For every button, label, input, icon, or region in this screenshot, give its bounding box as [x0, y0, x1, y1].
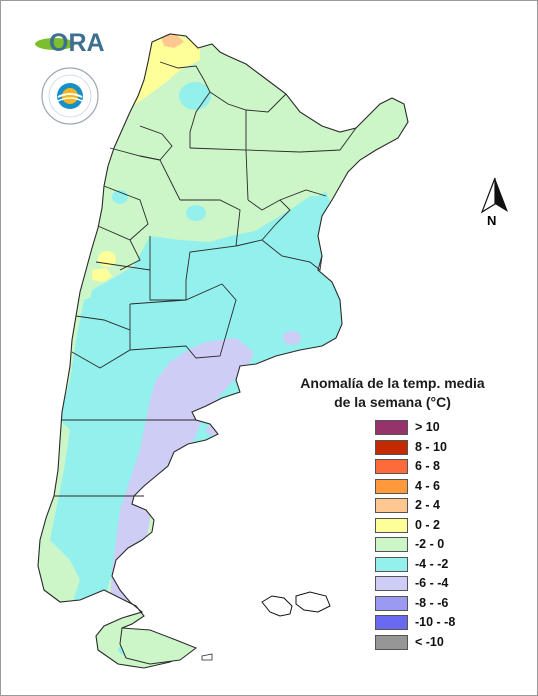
legend-label: -4 - -2 [415, 556, 449, 571]
zone-minus4-minus2-spot-center [186, 205, 206, 221]
border-lapampa [129, 283, 237, 359]
legend-swatch [375, 459, 408, 474]
legend-title-line1: Anomalía de la temp. media [300, 375, 485, 391]
legend-title: Anomalía de la temp. media de la semana … [295, 374, 490, 412]
border-larioja [103, 185, 149, 241]
isla-de-los-estados [201, 653, 213, 661]
tierra-del-fuego-outline [119, 627, 198, 665]
border-salta-chaco [189, 91, 211, 148]
legend-label: -10 - -8 [415, 615, 456, 629]
north-label: N [487, 213, 497, 228]
legend-swatch [375, 615, 408, 630]
border-neuquen [75, 315, 131, 331]
legend-label: 8 - 10 [415, 439, 447, 454]
province-borders [54, 61, 357, 497]
border-mendoza [95, 261, 151, 271]
legend-swatch [375, 517, 408, 533]
country-outline [37, 33, 409, 669]
legend-swatch [375, 576, 408, 591]
border-rionegro [71, 349, 131, 369]
ora-logo-text: ORA [49, 29, 105, 57]
legend-label: 0 - 2 [415, 517, 441, 532]
east-falkland [295, 591, 331, 613]
legend-swatch [375, 420, 408, 435]
falklands-islands [261, 591, 331, 617]
ora-logo [35, 38, 75, 50]
west-falkland [261, 595, 293, 617]
legend-swatch [375, 556, 408, 572]
ora-leaf [35, 38, 75, 50]
border-catamarca [109, 147, 181, 201]
legend-title-line2: de la semana (°C) [334, 394, 451, 410]
legend-label: -8 - -6 [415, 595, 449, 610]
zone-minus4-minus2-central-band [90, 196, 338, 300]
legend-label: 4 - 6 [415, 478, 441, 493]
border-cordoba [180, 199, 241, 281]
legend-swatch [375, 439, 408, 455]
border-buenos-aires [261, 239, 323, 271]
legend-label: -6 - -4 [415, 576, 449, 590]
legend-label: > 10 [415, 420, 440, 434]
legend-swatch [375, 634, 408, 650]
zone-2-4-north [160, 34, 184, 48]
legend-swatch [375, 478, 408, 494]
border-sanjuan [97, 225, 141, 271]
border-corrientes [299, 127, 357, 153]
legend-swatch [375, 537, 408, 552]
legend-label: 6 - 8 [415, 459, 441, 473]
legend-label: -2 - 0 [415, 537, 445, 551]
legend-label: < -10 [415, 634, 444, 649]
zone-minus4-minus2-north-bubble [179, 82, 211, 110]
border-sanluis [149, 236, 187, 301]
border-entrerios [279, 189, 327, 201]
border-jujuy-salta [159, 61, 211, 93]
zone-0-2-west-patch [92, 268, 112, 282]
legend-label: 2 - 4 [415, 498, 441, 512]
border-chaco-santiago [189, 147, 249, 201]
legend-swatch [375, 595, 408, 611]
north-arrow-icon [480, 177, 508, 214]
zone-minus6-minus4-spot [283, 331, 301, 345]
legend-swatch [375, 498, 408, 513]
smn-logo [41, 67, 99, 125]
